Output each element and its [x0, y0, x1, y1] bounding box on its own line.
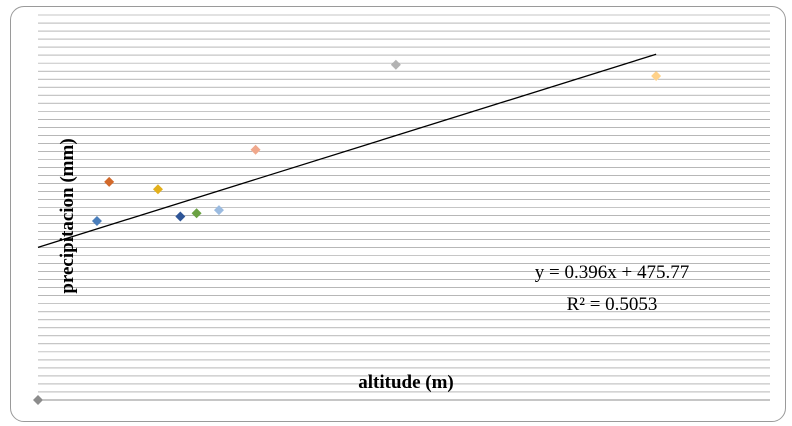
data-point	[91, 215, 102, 226]
grid-lines	[38, 14, 770, 401]
data-point	[175, 211, 186, 222]
x-axis-label: altitude (m)	[358, 372, 454, 393]
data-point	[152, 184, 163, 195]
trendline-equation: y = 0.396x + 475.77	[535, 262, 689, 283]
data-point	[390, 59, 401, 70]
trendline-r2: R² = 0.5053	[567, 294, 658, 315]
data-points	[33, 59, 662, 405]
data-point	[33, 395, 43, 405]
data-point	[104, 176, 115, 187]
trendline	[37, 53, 657, 248]
data-point	[250, 144, 261, 155]
data-point	[191, 208, 202, 219]
trendline-layer	[37, 53, 657, 248]
y-axis-label: precipitacion (mm)	[57, 138, 78, 293]
data-point	[213, 205, 224, 216]
data-point	[651, 70, 662, 81]
